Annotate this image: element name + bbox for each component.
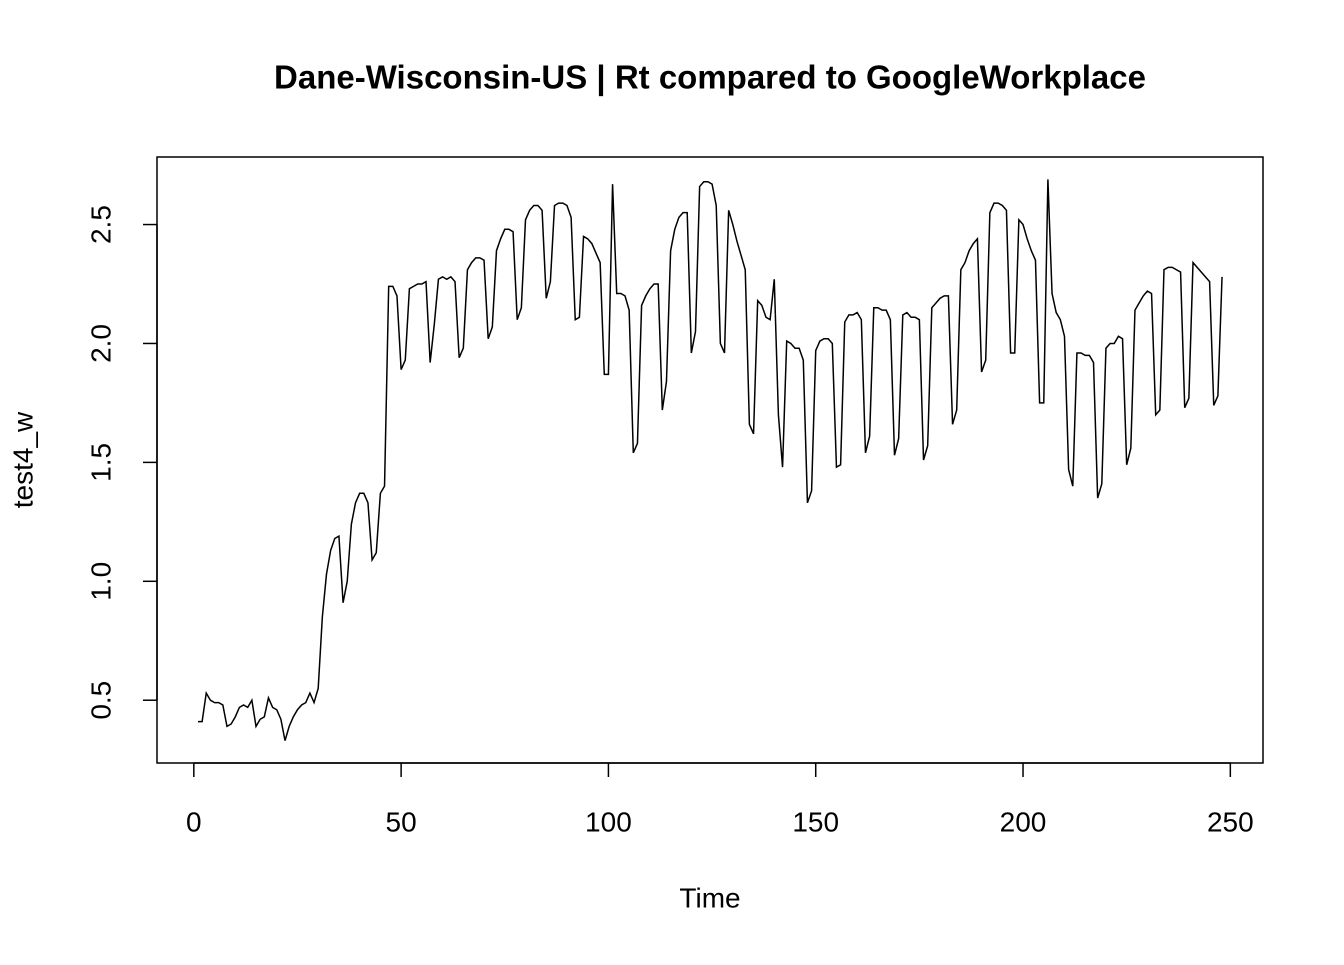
y-tick-label: 1.0	[85, 562, 116, 601]
y-axis-label: test4_w	[7, 411, 38, 508]
x-tick-label: 150	[792, 806, 839, 837]
data-line	[197, 179, 1223, 741]
x-axis-label: Time	[679, 882, 740, 913]
y-tick-label: 2.5	[85, 205, 116, 244]
y-tick-label: 0.5	[85, 681, 116, 720]
x-tick-label: 100	[585, 806, 632, 837]
chart-title: Dane-Wisconsin-US | Rt compared to Googl…	[274, 59, 1146, 96]
y-tick-label: 1.5	[85, 443, 116, 482]
y-tick-label: 2.0	[85, 324, 116, 363]
x-tick-label: 200	[1000, 806, 1047, 837]
x-tick-label: 50	[386, 806, 417, 837]
x-tick-label: 250	[1207, 806, 1254, 837]
x-tick-label: 0	[186, 806, 202, 837]
